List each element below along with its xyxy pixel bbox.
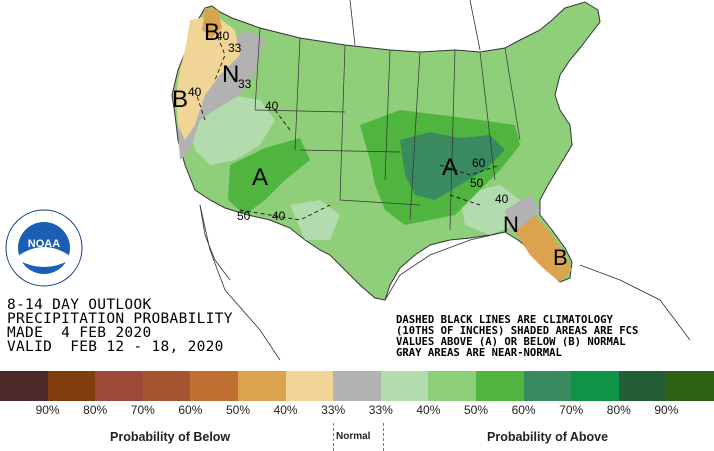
legend-percent: 80% xyxy=(606,403,631,417)
state-boundaries xyxy=(254,27,521,231)
note-line4: GRAY AREAS ARE NEAR-NORMAL xyxy=(396,347,562,359)
contour-40c: 40 xyxy=(265,99,279,113)
legend-percent: 33% xyxy=(321,403,346,417)
outlook-title: 8-14 DAY OUTLOOK PRECIPITATION PROBABILI… xyxy=(7,297,287,355)
legend-swatch xyxy=(475,371,524,401)
legend-above-label: Probability of Above xyxy=(487,430,609,444)
legend-percent: 90% xyxy=(654,403,679,417)
contour-33a: 33 xyxy=(228,41,242,55)
contour-40a: 40 xyxy=(216,29,230,43)
above-60-central xyxy=(400,132,505,200)
legend-divider-right xyxy=(383,423,384,451)
label-b-fl: B xyxy=(553,245,568,270)
legend-percent: 33% xyxy=(368,403,393,417)
gulf-coast xyxy=(384,231,506,301)
legend-swatch xyxy=(380,371,429,401)
label-n-se: N xyxy=(503,212,519,237)
legend-percent: 70% xyxy=(559,403,584,417)
caribbean xyxy=(579,264,691,341)
label-b-ca: B xyxy=(172,86,188,113)
baja-outline xyxy=(199,204,231,281)
label-a-ov: A xyxy=(442,154,458,181)
legend-percent: 40% xyxy=(273,403,298,417)
legend-swatch xyxy=(190,371,238,401)
legend-swatch xyxy=(142,371,191,401)
note-line3: VALUES ABOVE (A) OR BELOW (B) NORMAL xyxy=(396,336,626,348)
note-line2: (10THS OF INCHES) SHADED AREAS ARE FCS xyxy=(396,325,639,337)
below-northwest-strong xyxy=(202,8,222,38)
near-normal-northwest xyxy=(178,30,265,160)
below-northwest xyxy=(176,15,240,140)
title-line2: PRECIPITATION PROBABILITY xyxy=(7,311,233,327)
canada-line xyxy=(349,0,356,46)
legend-percent: 50% xyxy=(225,403,251,417)
map-note: DASHED BLACK LINES ARE CLIMATOLOGY (10TH… xyxy=(396,315,714,359)
legend-swatch xyxy=(571,371,619,401)
legend-swatch xyxy=(333,371,381,401)
canada-line-2 xyxy=(469,0,481,51)
contour-50b: 50 xyxy=(470,176,484,190)
legend-percent: 40% xyxy=(416,403,441,417)
legend-percent: 90% xyxy=(35,403,60,417)
legend-color-bar xyxy=(0,371,714,401)
contour-50a: 50 xyxy=(237,209,251,223)
contour-40e: 40 xyxy=(495,192,509,206)
legend-percent: 70% xyxy=(130,403,155,417)
legend-below-label: Probability of Below xyxy=(110,430,231,444)
legend-divider-left xyxy=(333,423,334,451)
title-line4: VALID FEB 12 - 18, 2020 xyxy=(7,339,224,355)
contour-33b: 33 xyxy=(238,77,252,91)
probability-legend: 90% 80% 70% 60% 50% 40% 33% 33% 40% 50% 60% 70% 80% 9… xyxy=(0,371,714,451)
legend-swatch xyxy=(237,371,286,401)
legend-percent-labels: 90% 80% 70% 60% 50% 40% 33% 33% 40% 50% 60% 70% 80% 9… xyxy=(0,403,714,419)
title-line3: MADE 4 FEB 2020 xyxy=(7,325,152,341)
contour-60: 60 xyxy=(472,156,486,170)
legend-swatch xyxy=(0,371,48,401)
legend-normal-label: Normal xyxy=(336,431,371,442)
legend-swatch xyxy=(666,371,714,401)
label-b-nw: B xyxy=(204,19,220,46)
contour-40d: 40 xyxy=(272,209,286,223)
legend-swatch xyxy=(428,371,476,401)
label-n-nw: N xyxy=(222,61,239,88)
contour-40b: 40 xyxy=(188,85,202,99)
legend-percent: 60% xyxy=(178,403,203,417)
light-above-texas xyxy=(290,200,340,240)
noaa-logo-text: NOAA xyxy=(28,238,60,250)
mexico-outline xyxy=(199,204,281,361)
title-line1: 8-14 DAY OUTLOOK xyxy=(7,297,152,313)
legend-swatch xyxy=(523,371,572,401)
legend-percent: 80% xyxy=(83,403,108,417)
legend-percent: 50% xyxy=(463,403,489,417)
legend-swatch xyxy=(618,371,667,401)
label-a-sw: A xyxy=(252,164,268,191)
precip-outlook-map: B B N A A N B 40 33 33 40 40 50 40 60 50… xyxy=(171,0,691,361)
note-line1: DASHED BLACK LINES ARE CLIMATOLOGY xyxy=(396,314,613,326)
legend-percent: 60% xyxy=(511,403,536,417)
noaa-logo: NOAA xyxy=(5,209,83,287)
below-florida xyxy=(515,215,572,282)
climatology-contours xyxy=(194,29,501,221)
legend-swatch xyxy=(47,371,96,401)
legend-swatch xyxy=(95,371,143,401)
light-above-southeast xyxy=(460,185,520,235)
legend-swatch xyxy=(285,371,334,401)
above-50-sw xyxy=(228,138,310,215)
